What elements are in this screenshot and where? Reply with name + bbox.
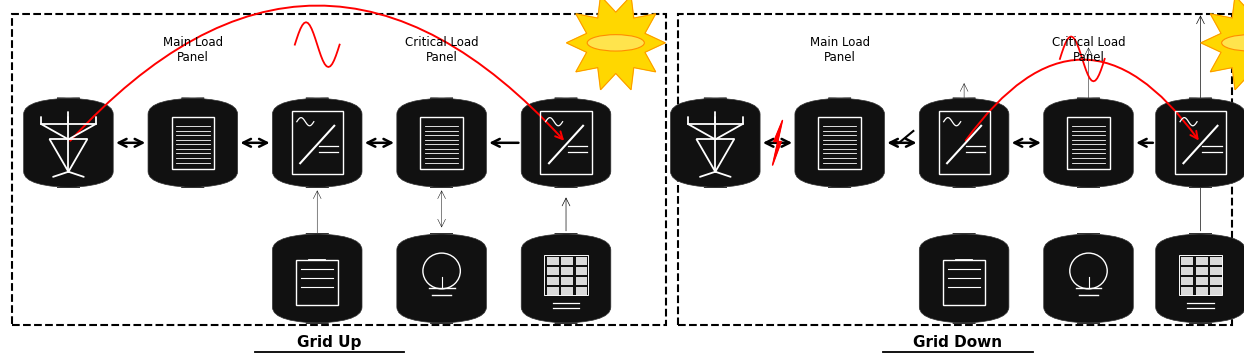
Bar [547,267,559,275]
Polygon shape [566,0,666,90]
FancyBboxPatch shape [671,98,760,187]
Text: Main Load
Panel: Main Load Panel [810,36,870,64]
FancyBboxPatch shape [397,98,486,187]
Bar [1179,255,1222,295]
Bar [576,287,587,295]
Bar [1182,267,1193,275]
Circle shape [1222,35,1244,51]
FancyBboxPatch shape [1156,98,1244,187]
FancyBboxPatch shape [1156,234,1244,323]
FancyBboxPatch shape [521,98,611,187]
FancyBboxPatch shape [272,234,362,323]
FancyBboxPatch shape [148,98,238,187]
Text: Critical Load
Panel: Critical Load Panel [1051,36,1126,64]
Bar [576,267,587,275]
Bar [1182,277,1193,285]
Bar [576,257,587,265]
Bar [678,14,1232,325]
Bar [1195,267,1208,275]
Text: Critical Load
Panel: Critical Load Panel [404,36,479,64]
Bar [576,277,587,285]
Bar [547,257,559,265]
FancyBboxPatch shape [521,234,611,323]
FancyBboxPatch shape [919,98,1009,187]
FancyBboxPatch shape [1044,234,1133,323]
Bar [561,267,573,275]
Bar [561,257,573,265]
Text: Main Load
Panel: Main Load Panel [163,36,223,64]
Polygon shape [1200,0,1244,90]
Bar [545,255,587,295]
Text: Grid Up: Grid Up [297,335,362,350]
Bar [1182,287,1193,295]
Bar [1210,267,1222,275]
Bar [1195,287,1208,295]
FancyBboxPatch shape [1044,98,1133,187]
Bar [1182,257,1193,265]
Bar [1195,257,1208,265]
FancyBboxPatch shape [795,98,884,187]
Bar [1210,287,1222,295]
Text: Grid Down: Grid Down [913,335,1003,350]
Bar [561,287,573,295]
Bar [561,277,573,285]
Bar [547,287,559,295]
Circle shape [587,35,644,51]
Bar [547,277,559,285]
Bar [1210,257,1222,265]
Polygon shape [773,120,782,165]
FancyBboxPatch shape [397,234,486,323]
FancyBboxPatch shape [272,98,362,187]
Bar [1195,277,1208,285]
Bar [1210,277,1222,285]
FancyBboxPatch shape [919,234,1009,323]
Bar [12,14,666,325]
FancyBboxPatch shape [24,98,113,187]
